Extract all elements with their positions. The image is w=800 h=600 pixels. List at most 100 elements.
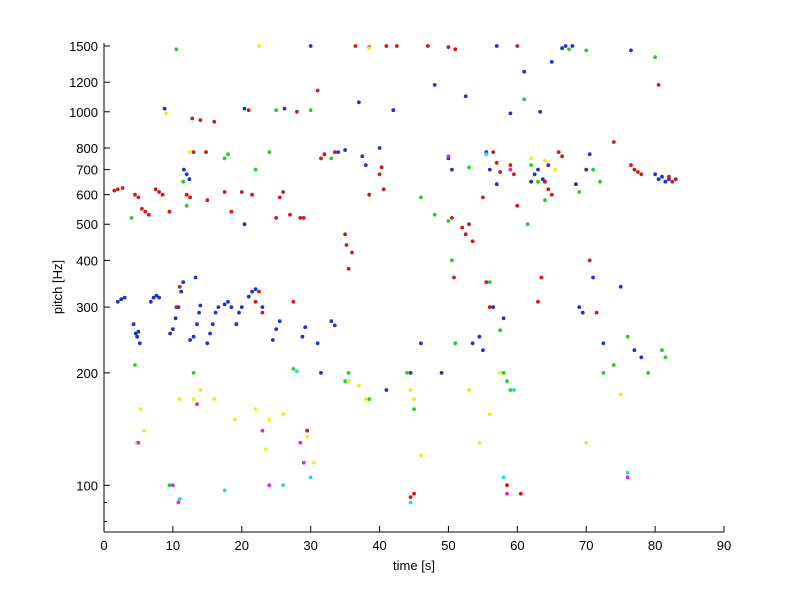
data-point xyxy=(167,209,172,214)
data-point xyxy=(281,483,285,488)
data-points xyxy=(112,44,678,505)
data-point xyxy=(636,170,640,174)
data-point xyxy=(239,190,244,194)
data-point xyxy=(184,203,189,208)
data-point xyxy=(408,495,413,499)
data-point xyxy=(584,440,589,445)
data-point xyxy=(270,338,275,342)
data-point xyxy=(173,316,178,321)
data-point xyxy=(157,295,162,300)
data-point xyxy=(131,322,136,327)
data-point xyxy=(450,258,454,263)
data-point xyxy=(274,216,279,220)
data-point xyxy=(267,150,272,155)
data-point xyxy=(253,287,258,292)
data-point xyxy=(301,216,306,220)
data-point xyxy=(563,44,568,48)
data-point xyxy=(439,371,444,375)
data-point xyxy=(463,232,468,237)
data-point xyxy=(536,179,540,184)
data-point xyxy=(625,470,630,475)
data-point xyxy=(508,167,513,172)
data-point xyxy=(281,190,285,194)
data-point xyxy=(512,172,516,177)
data-point xyxy=(119,297,124,302)
y-tick-label: 800 xyxy=(76,141,98,156)
data-point xyxy=(234,322,239,327)
data-point xyxy=(210,322,215,327)
data-point xyxy=(136,329,141,334)
data-point xyxy=(198,118,203,122)
data-point xyxy=(281,412,285,417)
data-point xyxy=(171,327,175,331)
data-point xyxy=(629,163,633,168)
data-point xyxy=(501,475,506,480)
data-point xyxy=(539,275,544,280)
data-point xyxy=(222,156,227,161)
x-tick-label: 0 xyxy=(100,538,107,553)
data-point xyxy=(384,44,389,48)
data-point xyxy=(673,177,678,182)
data-point xyxy=(536,167,540,172)
y-tick-label: 1200 xyxy=(69,75,98,90)
data-point xyxy=(363,397,368,402)
data-point xyxy=(419,453,423,458)
data-point xyxy=(250,192,255,197)
data-point xyxy=(237,310,241,315)
data-point xyxy=(277,195,282,200)
data-point xyxy=(477,334,482,339)
data-point xyxy=(246,294,251,299)
data-point xyxy=(632,348,637,353)
data-point xyxy=(346,379,351,384)
x-tick-label: 30 xyxy=(303,538,317,553)
data-point xyxy=(197,310,202,315)
data-point xyxy=(577,190,582,194)
data-point xyxy=(274,108,279,113)
y-tick-label: 400 xyxy=(76,253,98,268)
data-point xyxy=(350,250,354,255)
data-point xyxy=(191,334,196,339)
data-point xyxy=(450,216,454,220)
data-point xyxy=(153,187,158,192)
data-point xyxy=(295,109,299,114)
data-point xyxy=(487,305,492,309)
data-point xyxy=(543,179,547,184)
data-point xyxy=(518,491,523,496)
data-point xyxy=(570,44,575,48)
data-point xyxy=(179,289,184,294)
data-point xyxy=(450,167,454,172)
data-point xyxy=(663,355,668,360)
data-point xyxy=(357,100,361,105)
data-point xyxy=(656,83,661,87)
data-point xyxy=(226,152,230,157)
data-point xyxy=(543,158,547,163)
data-point xyxy=(319,156,323,161)
data-point xyxy=(148,299,153,304)
data-point xyxy=(412,397,416,402)
data-point xyxy=(204,150,208,155)
data-point xyxy=(229,305,234,309)
data-point xyxy=(140,206,144,211)
data-point xyxy=(584,167,589,172)
data-point xyxy=(167,483,172,488)
data-point xyxy=(646,371,651,375)
x-tick-label: 90 xyxy=(717,538,731,553)
x-tick-label: 80 xyxy=(648,538,662,553)
data-point xyxy=(419,195,423,200)
data-point xyxy=(549,60,554,64)
data-point xyxy=(512,388,516,392)
data-point xyxy=(343,232,347,237)
data-point xyxy=(177,284,182,289)
data-point xyxy=(656,177,661,182)
data-point xyxy=(260,310,265,315)
data-point xyxy=(446,45,451,49)
data-point xyxy=(303,325,308,330)
data-point xyxy=(336,150,341,155)
data-point xyxy=(408,388,413,392)
data-point xyxy=(257,289,261,294)
y-axis-ticks: 100 200 300 400 500 600 700 800 1000 1200 1500 xyxy=(69,39,110,523)
data-point xyxy=(549,192,554,197)
data-point xyxy=(253,407,258,411)
data-point xyxy=(191,150,196,155)
plot-area xyxy=(104,43,724,532)
